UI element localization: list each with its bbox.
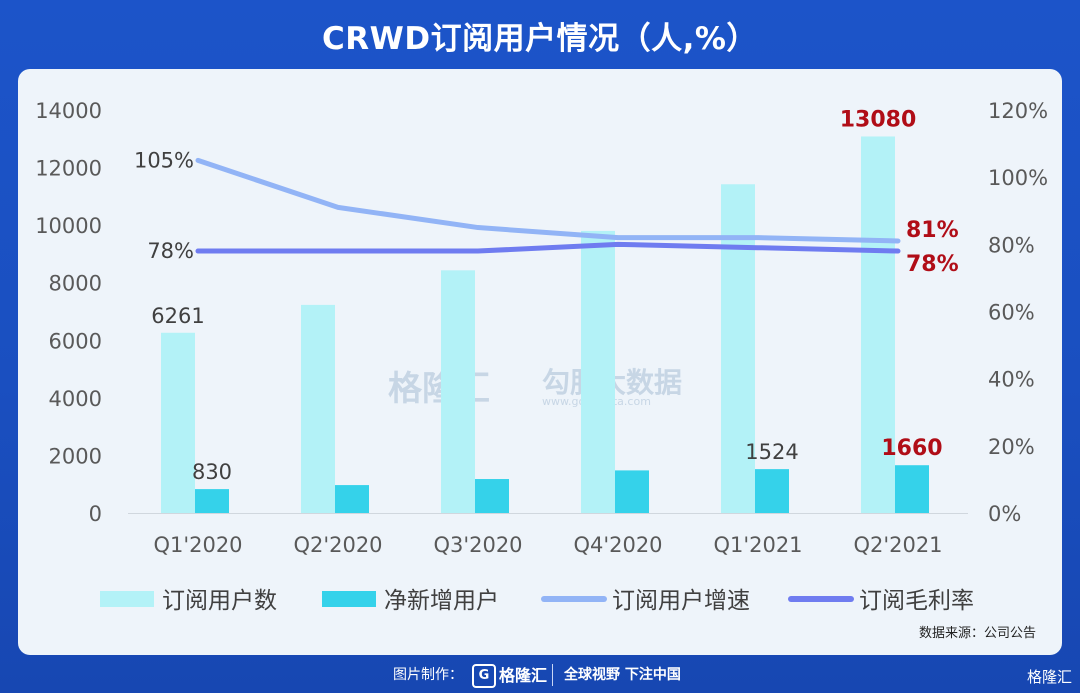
bar-net-new (755, 469, 789, 513)
data-label: 81% (906, 218, 959, 243)
y-left-tick-label: 2000 (49, 444, 102, 468)
chart-panel: 格隆汇 勾股大数据 www.gogudata.com 0200040006000… (18, 69, 1062, 655)
bar-net-new (895, 465, 929, 513)
bar-subscribers (861, 136, 895, 513)
chart-svg: 0 2000 4000 6000 8000 10000 12000 14000 0% 20% 40%… (35, 99, 1048, 614)
source-note: 数据来源：公司公告 (918, 626, 1036, 641)
data-label: 105% (134, 148, 194, 172)
legend-swatch (322, 591, 376, 607)
footer: 图片制作： G 格隆汇 全球视野 下注中国 (0, 658, 1080, 693)
data-label: 6261 (151, 304, 204, 328)
bar-net-new (335, 485, 369, 513)
footer-slogan: 全球视野 下注中国 (564, 667, 681, 683)
data-label: 78% (147, 239, 194, 263)
bar-net-new (475, 479, 509, 513)
y-left-tick-label: 12000 (35, 157, 102, 181)
bar-subscribers (441, 270, 475, 513)
x-tick-label: Q3'2020 (433, 533, 522, 557)
data-label: 1660 (881, 436, 942, 461)
footer-credit: 图片制作： (393, 667, 463, 683)
y-right-tick-label: 120% (988, 99, 1048, 123)
bar-subscribers (581, 230, 615, 513)
y-left-tick-label: 6000 (49, 329, 102, 353)
footer-divider (552, 664, 553, 686)
x-tick-label: Q2'2021 (853, 533, 942, 557)
corner-logo: 格隆汇 (1026, 668, 1072, 686)
x-tick-label: Q2'2020 (293, 533, 382, 557)
line-growth-rate (195, 157, 901, 244)
y-right-tick-label: 0% (988, 502, 1021, 526)
legend-label: 订阅用户数 (162, 588, 277, 614)
x-tick-label: Q4'2020 (573, 533, 662, 557)
brand-logo-icon: G (472, 664, 496, 688)
footer-logo-text: 格隆汇 (499, 666, 548, 685)
bar-subscribers (301, 304, 335, 513)
line-gross-margin (195, 241, 901, 254)
legend-label: 订阅用户增速 (612, 588, 750, 614)
y-right-tick-label: 40% (988, 368, 1035, 392)
y-left-tick-label: 14000 (35, 99, 102, 123)
y-left-tick-label: 0 (89, 502, 102, 526)
bar-subscribers (161, 332, 195, 513)
y-left-tick-label: 4000 (49, 387, 102, 411)
chart-title: CRWD订阅用户情况（人,%） (322, 21, 758, 57)
data-label: 1524 (745, 440, 798, 464)
x-tick-label: Q1'2020 (153, 533, 242, 557)
y-right-tick-label: 80% (988, 233, 1035, 257)
y-right-tick-label: 20% (988, 435, 1035, 459)
y-right-tick-label: 60% (988, 301, 1035, 325)
data-label: 830 (192, 460, 232, 484)
y-left-tick-label: 10000 (35, 214, 102, 238)
y-left-tick-label: 8000 (49, 272, 102, 296)
bar-net-new (615, 470, 649, 513)
bar-net-new (195, 489, 229, 513)
x-tick-label: Q1'2021 (713, 533, 802, 557)
data-label: 78% (906, 252, 959, 277)
legend-swatch (100, 591, 154, 607)
data-label: 13080 (840, 107, 917, 132)
legend-label: 净新增用户 (384, 588, 499, 614)
legend-label: 订阅毛利率 (859, 588, 974, 614)
y-right-tick-label: 100% (988, 166, 1048, 190)
